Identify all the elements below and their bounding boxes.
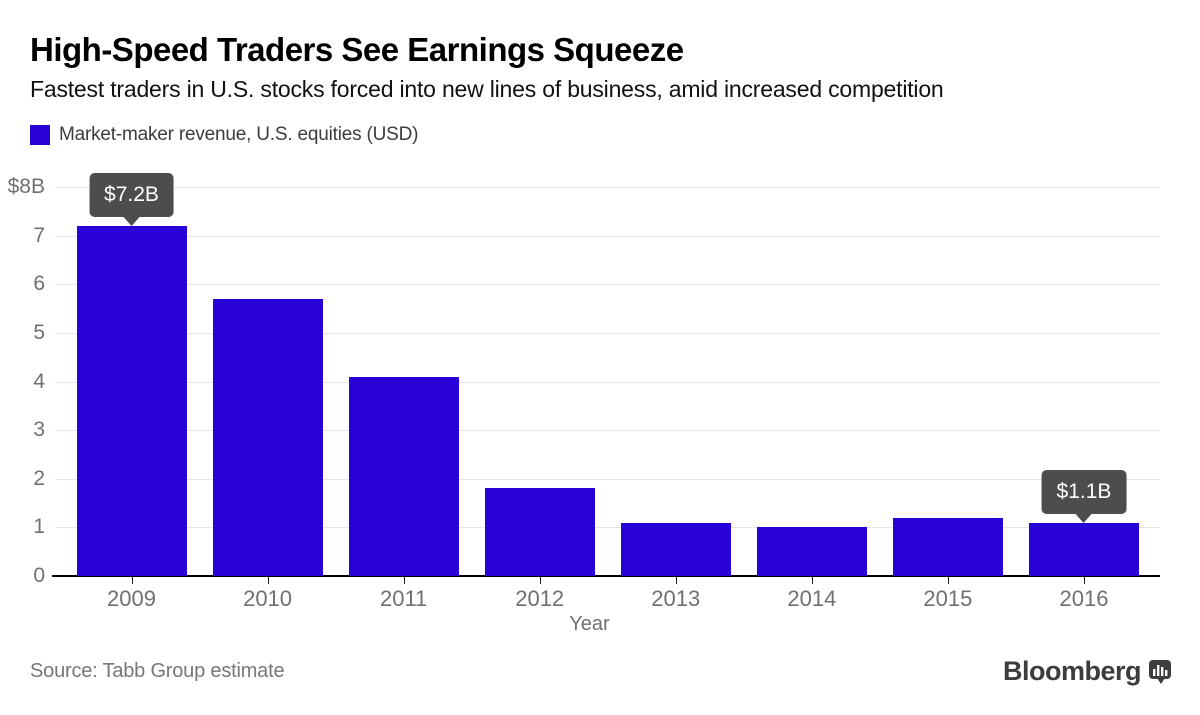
legend-label: Market-maker revenue, U.S. equities (USD…: [59, 124, 419, 145]
x-axis-tick-2011: [403, 577, 405, 584]
y-axis-tick-label-8: $8B: [7, 175, 45, 198]
x-axis-label-2010: 2010: [243, 586, 293, 611]
bloomberg-chart-bubble-icon: [1149, 659, 1171, 684]
y-gridline-8: [55, 187, 1160, 188]
x-axis-label-2015: 2015: [923, 586, 973, 611]
bar-2015[interactable]: [892, 517, 1003, 576]
x-axis-tick-2012: [539, 577, 541, 584]
x-axis-tick-2013: [675, 577, 677, 584]
y-gridline-2: [55, 478, 1160, 480]
x-axis-label-2012: 2012: [515, 586, 565, 611]
x-axis-tick-2009: [131, 577, 133, 584]
y-gridline-6: [55, 284, 1160, 286]
bar-2010[interactable]: [212, 298, 323, 576]
bar-2016[interactable]: [1028, 522, 1139, 576]
x-axis-label-2016: 2016: [1059, 586, 1109, 611]
bar-2012[interactable]: [484, 488, 595, 576]
y-gridline-3: [55, 430, 1160, 432]
y-axis-tick-label-1: 1: [33, 515, 45, 539]
y-axis-tick-label-7: 7: [33, 223, 45, 247]
x-axis-tick-2014: [811, 577, 813, 584]
y-gridline-7: [55, 235, 1160, 237]
bloomberg-logo: Bloomberg: [1003, 656, 1172, 687]
bar-2009[interactable]: [76, 225, 187, 576]
x-axis-line: [52, 575, 1160, 577]
x-axis-label-2014: 2014: [787, 586, 837, 611]
bloomberg-wordmark: Bloomberg: [1002, 656, 1142, 686]
chart-subtitle: Fastest traders in U.S. stocks forced in…: [30, 76, 944, 102]
y-axis-tick-label-5: 5: [33, 320, 45, 344]
chart-title: High-Speed Traders See Earnings Squeeze: [30, 31, 684, 68]
y-axis-tick-label-2: 2: [33, 466, 45, 490]
x-axis-tick-2016: [1083, 577, 1085, 584]
x-axis-tick-2015: [947, 577, 949, 584]
x-axis-tick-2010: [267, 577, 269, 584]
legend-swatch-icon: [30, 125, 50, 145]
callout-2016: $1.1B: [1041, 469, 1127, 514]
legend: Market-maker revenue, U.S. equities (USD…: [30, 124, 418, 146]
y-axis-tick-label-6: 6: [33, 272, 45, 296]
bar-2014[interactable]: [756, 527, 867, 576]
x-axis-label-2011: 2011: [379, 586, 428, 611]
x-axis-label-2013: 2013: [651, 586, 701, 611]
callout-2009: $7.2B: [89, 172, 174, 217]
x-axis-label-2009: 2009: [107, 586, 156, 611]
y-axis-tick-label-3: 3: [33, 418, 45, 442]
y-gridline-5: [55, 332, 1160, 334]
source-note: Source: Tabb Group estimate: [30, 660, 285, 682]
y-gridline-4: [55, 381, 1160, 383]
x-axis-title: Year: [569, 613, 610, 635]
y-axis-tick-label-0: 0: [33, 564, 45, 587]
y-gridline-1: [55, 527, 1160, 529]
bar-2013[interactable]: [620, 522, 731, 576]
y-axis-tick-label-4: 4: [33, 369, 45, 393]
bar-2011[interactable]: [348, 376, 459, 576]
